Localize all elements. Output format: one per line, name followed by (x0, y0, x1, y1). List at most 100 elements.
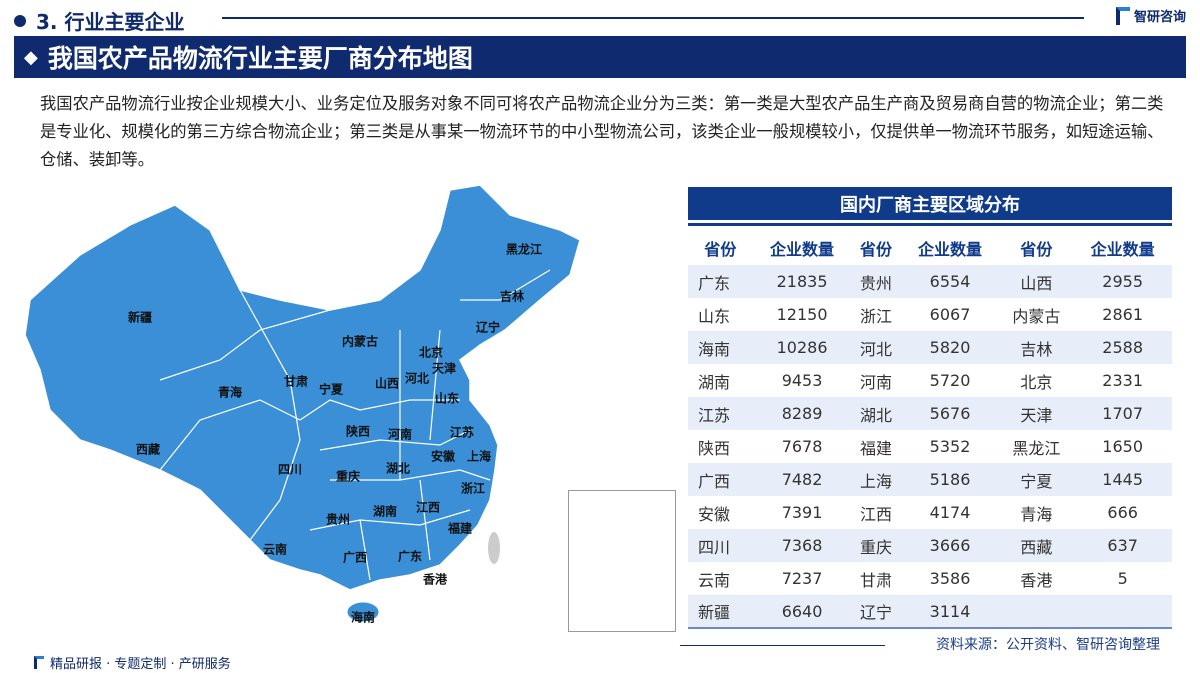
province: 广东 (688, 265, 753, 298)
company-count: 6554 (900, 265, 1000, 298)
column-header: 省份 (860, 239, 893, 259)
column-header: 省份 (1020, 239, 1053, 259)
divider (680, 645, 885, 646)
map-label: 天津 (431, 361, 457, 376)
map-label: 吉林 (499, 289, 525, 304)
province: 天津 (999, 397, 1074, 430)
map-label: 内蒙古 (341, 334, 379, 349)
map-label: 香港 (422, 572, 448, 587)
province: 湖北 (851, 397, 901, 430)
province: 西藏 (999, 529, 1074, 562)
company-count: 2331 (1102, 371, 1144, 390)
province: 河南 (860, 372, 893, 392)
company-count: 7237 (781, 569, 823, 588)
province: 宁夏 (999, 463, 1074, 496)
province: 海南 (688, 331, 753, 364)
province: 福建 (860, 438, 893, 458)
province: 湖南 (698, 372, 731, 392)
column-header: 企业数量 (770, 239, 835, 259)
map-label: 海南 (350, 610, 376, 625)
company-count: 12150 (776, 305, 828, 324)
company-count: 7368 (752, 529, 852, 562)
province: 贵州 (851, 265, 901, 298)
map-label: 宁夏 (318, 382, 344, 397)
column-header: 企业数量 (1090, 239, 1155, 259)
table-row: 广西 7482 上海 5186 宁夏 1445 (688, 463, 1172, 496)
table-row: 山东 12150 浙江 6067 内蒙古 2861 (688, 298, 1172, 331)
company-count: 5352 (929, 437, 971, 456)
company-count: 6640 (752, 595, 852, 628)
footer: 精品研报 · 专题定制 · 产研服务 (34, 653, 231, 672)
map-label: 福建 (447, 521, 473, 536)
logo-icon (1115, 6, 1130, 25)
footer-text: 精品研报 · 专题定制 · 产研服务 (50, 657, 231, 672)
company-count: 9453 (781, 371, 823, 390)
map-label: 西藏 (135, 442, 161, 457)
divider (222, 17, 1084, 19)
map-label: 安徽 (430, 449, 456, 464)
map-label: 广西 (342, 550, 368, 565)
company-count: 3114 (900, 595, 1000, 628)
company-count: 7482 (752, 463, 852, 496)
province: 黑龙江 (1012, 438, 1061, 458)
map-label: 河北 (404, 371, 430, 386)
company-count: 3666 (900, 529, 1000, 562)
province: 内蒙古 (1012, 306, 1061, 326)
company-count: 7391 (781, 503, 823, 522)
region-distribution-table: 省份 企业数量 省份 企业数量 省份 企业数量 广东 21835 贵州 6554 山西 2955 山东… (688, 230, 1172, 629)
company-count: 6067 (929, 305, 971, 324)
table-row: 四川 7368 重庆 3666 西藏 637 (688, 529, 1172, 562)
province: 四川 (688, 529, 753, 562)
table-row: 湖南 9453 河南 5720 北京 2331 (688, 364, 1172, 397)
province: 山东 (698, 306, 731, 326)
map-label: 湖北 (385, 461, 411, 476)
province: 河北 (851, 331, 901, 364)
map-label: 云南 (262, 542, 288, 557)
company-count: 5820 (900, 331, 1000, 364)
company-count: 4174 (929, 503, 971, 522)
map-label: 广东 (397, 549, 423, 564)
map-label: 新疆 (127, 310, 153, 325)
brand-name: 智研咨询 (1133, 10, 1186, 25)
company-count: 1650 (1102, 437, 1144, 456)
company-count: 10286 (752, 331, 852, 364)
table-row: 云南 7237 甘肃 3586 香港 5 (688, 562, 1172, 595)
map-label: 山西 (374, 376, 400, 391)
column-header: 企业数量 (918, 239, 983, 259)
map-label: 黑龙江 (505, 242, 543, 257)
table-row: 陕西 7678 福建 5352 黑龙江 1650 (688, 430, 1172, 463)
map-label: 浙江 (460, 481, 486, 496)
company-count: 5 (1117, 569, 1128, 588)
province: 云南 (698, 570, 731, 590)
map-label: 河南 (387, 427, 413, 442)
province: 甘肃 (860, 570, 893, 590)
table-row: 广东 21835 贵州 6554 山西 2955 (688, 265, 1172, 298)
province: 重庆 (851, 529, 901, 562)
province: 山西 (999, 265, 1074, 298)
diamond-icon: ◆ (24, 46, 38, 68)
company-count: 666 (1107, 503, 1138, 522)
map-label: 北京 (418, 345, 444, 360)
province: 香港 (1020, 570, 1053, 590)
province: 北京 (1020, 372, 1053, 392)
map-label: 江苏 (449, 425, 475, 440)
column-header: 省份 (704, 239, 737, 259)
company-count (1073, 595, 1172, 628)
table-row: 江苏 8289 湖北 5676 天津 1707 (688, 397, 1172, 430)
province: 上海 (851, 463, 901, 496)
bullet-icon (14, 14, 26, 27)
section-title: 3. 行业主要企业 (36, 10, 185, 34)
map-label: 陕西 (345, 424, 371, 439)
map-label: 湖南 (372, 504, 398, 519)
province: 江苏 (688, 397, 753, 430)
company-count: 3586 (929, 569, 971, 588)
map-label: 贵州 (325, 512, 351, 527)
province (999, 595, 1074, 628)
company-count: 1445 (1073, 463, 1172, 496)
province: 新疆 (688, 595, 753, 628)
logo-icon (34, 656, 44, 669)
province: 辽宁 (851, 595, 901, 628)
source-note: 资料来源：公开资料、智研咨询整理 (936, 637, 1160, 653)
company-count: 2955 (1073, 265, 1172, 298)
south-china-sea-inset (568, 490, 676, 632)
